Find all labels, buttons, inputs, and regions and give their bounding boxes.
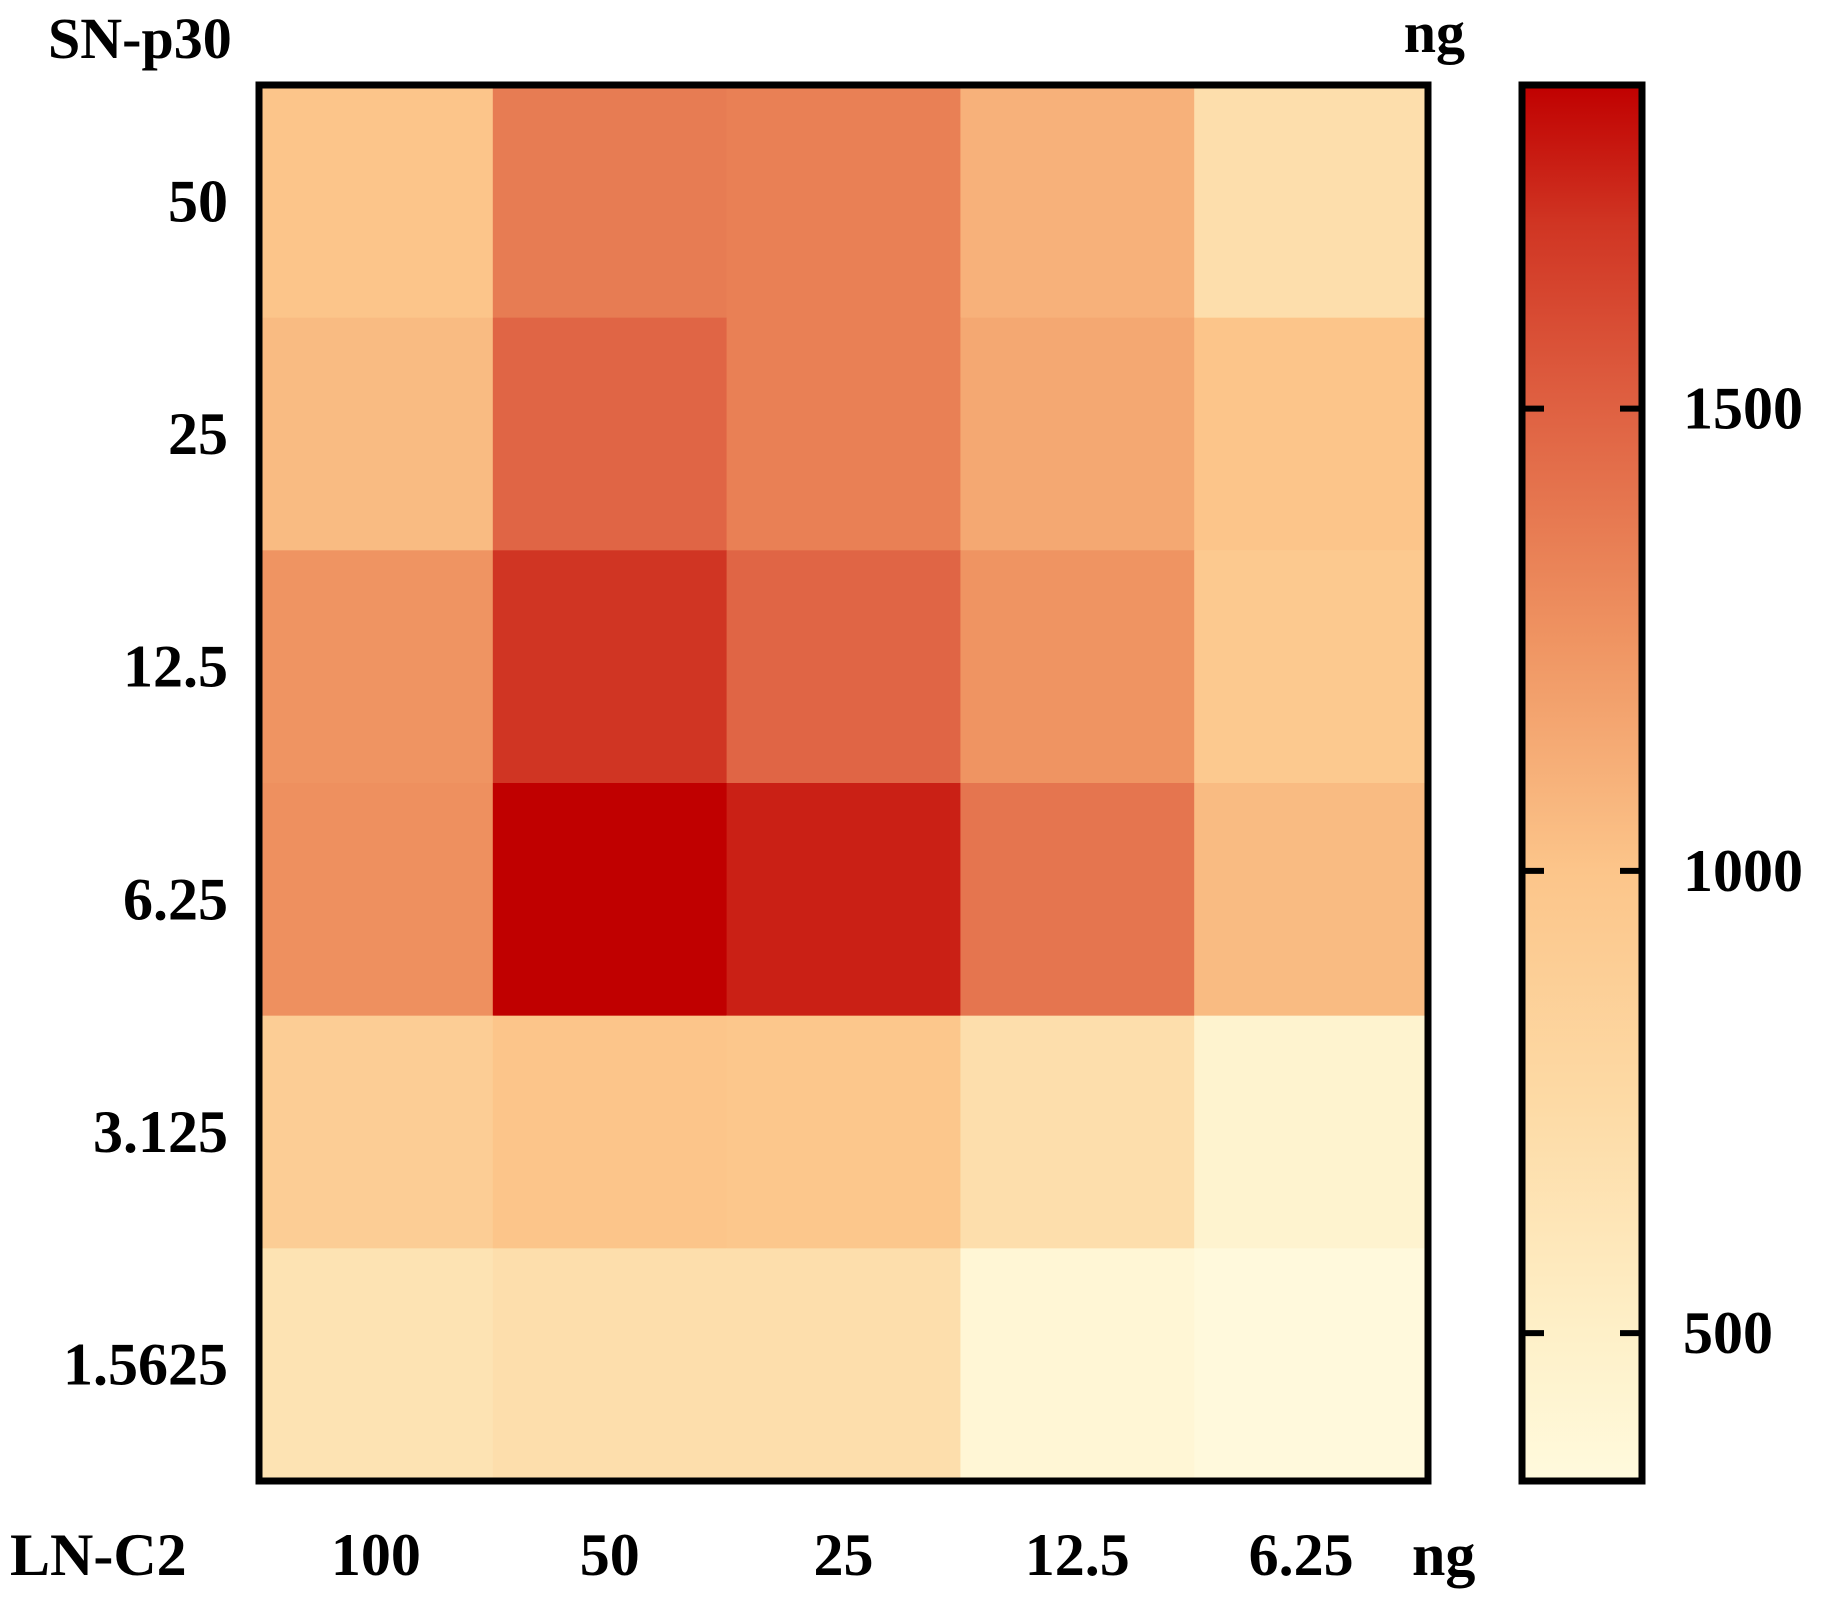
colorbar-tick-label: 1500 — [1683, 376, 1803, 442]
heatmap-cell — [726, 85, 961, 319]
heatmap-cell — [960, 1015, 1195, 1249]
heatmap-cell — [492, 317, 728, 551]
y-axis-label: SN-p30 — [48, 6, 232, 71]
heatmap-cell — [960, 1248, 1195, 1482]
colorbar — [1518, 81, 1646, 1485]
y-tick-label: 3.125 — [93, 1099, 228, 1165]
heatmap-cell — [960, 317, 1195, 551]
y-tick-label: 12.5 — [123, 634, 228, 700]
heatmap-cell — [1194, 1015, 1429, 1249]
heatmap-cell — [259, 550, 494, 784]
x-tick-label: 25 — [814, 1522, 874, 1588]
heatmap-cell — [726, 550, 961, 784]
y-tick-label: 25 — [168, 401, 228, 467]
heatmap-cell — [960, 550, 1195, 784]
heatmap-cell — [492, 1248, 728, 1482]
heatmap-cell — [1194, 1248, 1429, 1482]
y-tick-label: 1.5625 — [63, 1332, 228, 1398]
heatmap-cell — [492, 85, 728, 319]
heatmap-cell — [492, 550, 728, 784]
x-tick-label: 12.5 — [1025, 1522, 1130, 1588]
colorbar-tick-label: 500 — [1683, 1300, 1773, 1366]
heatmap-cells — [259, 85, 1429, 1482]
heatmap-cell — [259, 85, 494, 319]
y-tick-labels: 50 25 12.5 6.25 3.125 1.5625 — [63, 168, 228, 1397]
x-axis-label: LN-C2 — [10, 1522, 187, 1588]
heatmap-cell — [259, 783, 494, 1017]
heatmap-cell — [1194, 550, 1429, 784]
heatmap-cell — [1194, 317, 1429, 551]
heatmap-cell — [1194, 783, 1429, 1017]
heatmap-cell — [259, 317, 494, 551]
x-tick-label: 6.25 — [1249, 1522, 1354, 1588]
y-tick-label: 50 — [168, 168, 228, 234]
colorbar-tick-label: 1000 — [1683, 838, 1803, 904]
heatmap-cell — [960, 85, 1195, 319]
heatmap-cell — [726, 783, 961, 1017]
x-tick-label: 50 — [580, 1522, 640, 1588]
heatmap-cell — [259, 1248, 494, 1482]
heatmap-cell — [1194, 85, 1429, 319]
heatmap-cell — [492, 1015, 728, 1249]
heatmap-cell — [726, 317, 961, 551]
y-axis-unit: ng — [1404, 0, 1465, 65]
heatmap-cell — [726, 1015, 961, 1249]
colorbar-ticks: 500 1000 1500 — [1522, 376, 1803, 1366]
y-tick-label: 6.25 — [123, 866, 228, 932]
x-axis-unit: ng — [1412, 1522, 1475, 1588]
heatmap-cell — [492, 783, 728, 1017]
heatmap-border — [255, 81, 1432, 1485]
x-tick-labels: 100 50 25 12.5 6.25 — [331, 1522, 1354, 1588]
heatmap-cell — [726, 1248, 961, 1482]
heatmap-cell — [259, 1015, 494, 1249]
x-tick-label: 100 — [331, 1522, 421, 1588]
heatmap-cell — [960, 783, 1195, 1017]
